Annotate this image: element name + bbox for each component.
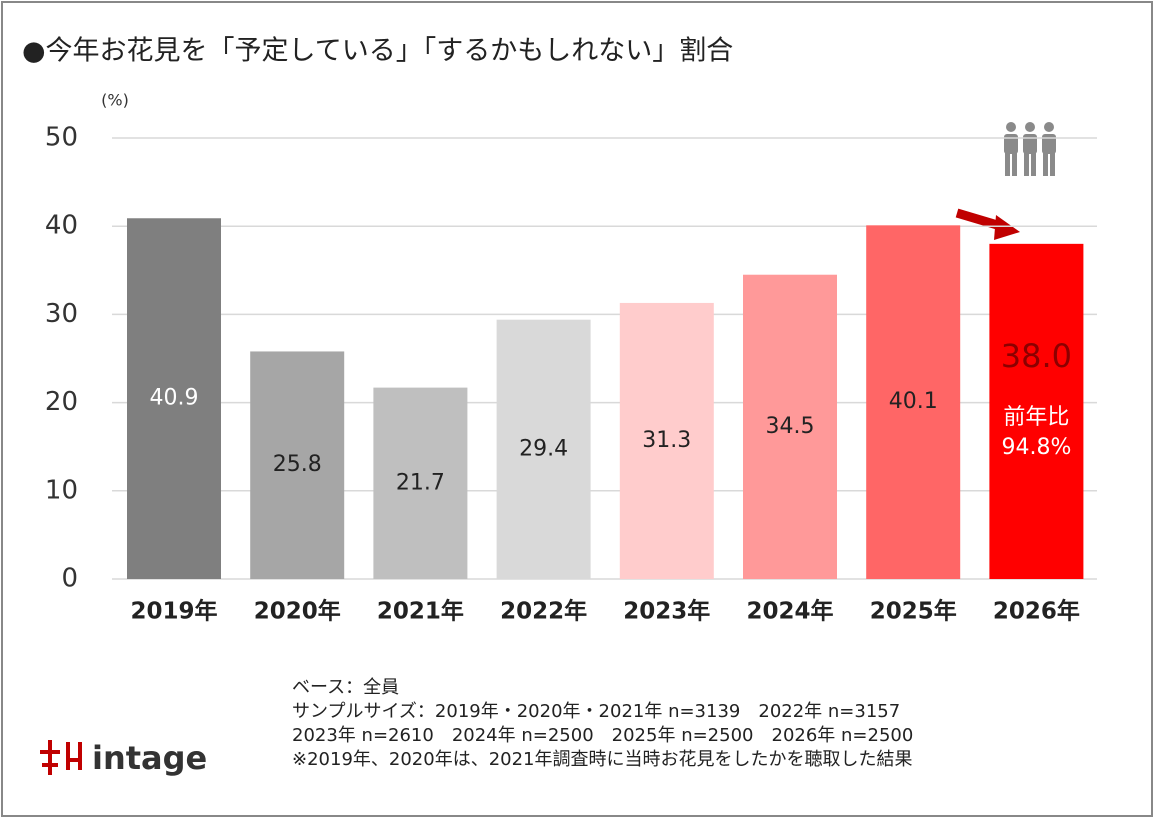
x-tick-label: 2023年 — [623, 598, 710, 625]
bar — [866, 225, 961, 579]
x-tick-label: 2020年 — [254, 598, 341, 625]
bar — [373, 387, 468, 579]
y-tick-label: 0 — [61, 564, 78, 594]
value-label: 21.7 — [396, 470, 445, 495]
value-label: 40.9 — [150, 386, 199, 411]
bar — [743, 274, 837, 579]
value-label: 38.0 — [1001, 337, 1072, 375]
x-tick-label: 2019年 — [130, 598, 217, 625]
x-tick-label: 2024年 — [746, 598, 833, 625]
x-tick-label: 2021年 — [377, 598, 464, 625]
bar — [496, 319, 591, 579]
logo: intage — [92, 739, 207, 777]
bar — [127, 218, 221, 579]
value-label: 29.4 — [519, 436, 568, 461]
x-tick-label: 2025年 — [870, 598, 957, 625]
y-tick-label: 30 — [45, 299, 78, 329]
value-label: 25.8 — [273, 452, 322, 477]
bar — [989, 243, 1084, 579]
note: ベース：全員 — [292, 677, 399, 698]
value-label: 31.3 — [642, 428, 691, 453]
logo-mark — [40, 740, 82, 775]
trend-arrow — [955, 208, 1020, 240]
y-tick-label: 40 — [45, 211, 78, 241]
y-unit: (%) — [101, 91, 129, 110]
note: サンプルサイズ：2019年・2020年・2021年 n=3139 2022年 n… — [292, 701, 900, 722]
annotation: 94.8% — [1001, 435, 1071, 460]
y-tick-label: 20 — [45, 387, 78, 417]
people-icon — [1004, 122, 1056, 176]
annotation: 前年比 — [1003, 405, 1069, 430]
note: ※2019年、2020年は、2021年調査時に当時お花見をしたかを聴取した結果 — [292, 749, 913, 770]
x-tick-label: 2022年 — [500, 598, 587, 625]
bar — [250, 351, 345, 579]
note: 2023年 n=2610 2024年 n=2500 2025年 n=2500 2… — [292, 725, 913, 746]
value-label: 40.1 — [889, 389, 938, 414]
y-tick-label: 50 — [45, 123, 78, 153]
y-tick-label: 10 — [45, 475, 78, 505]
bar — [619, 302, 714, 579]
chart-title: ●今年お花見を「予定している」「するかもしれない」割合 — [22, 36, 733, 67]
x-tick-label: 2026年 — [993, 598, 1080, 625]
value-label: 34.5 — [766, 414, 815, 439]
